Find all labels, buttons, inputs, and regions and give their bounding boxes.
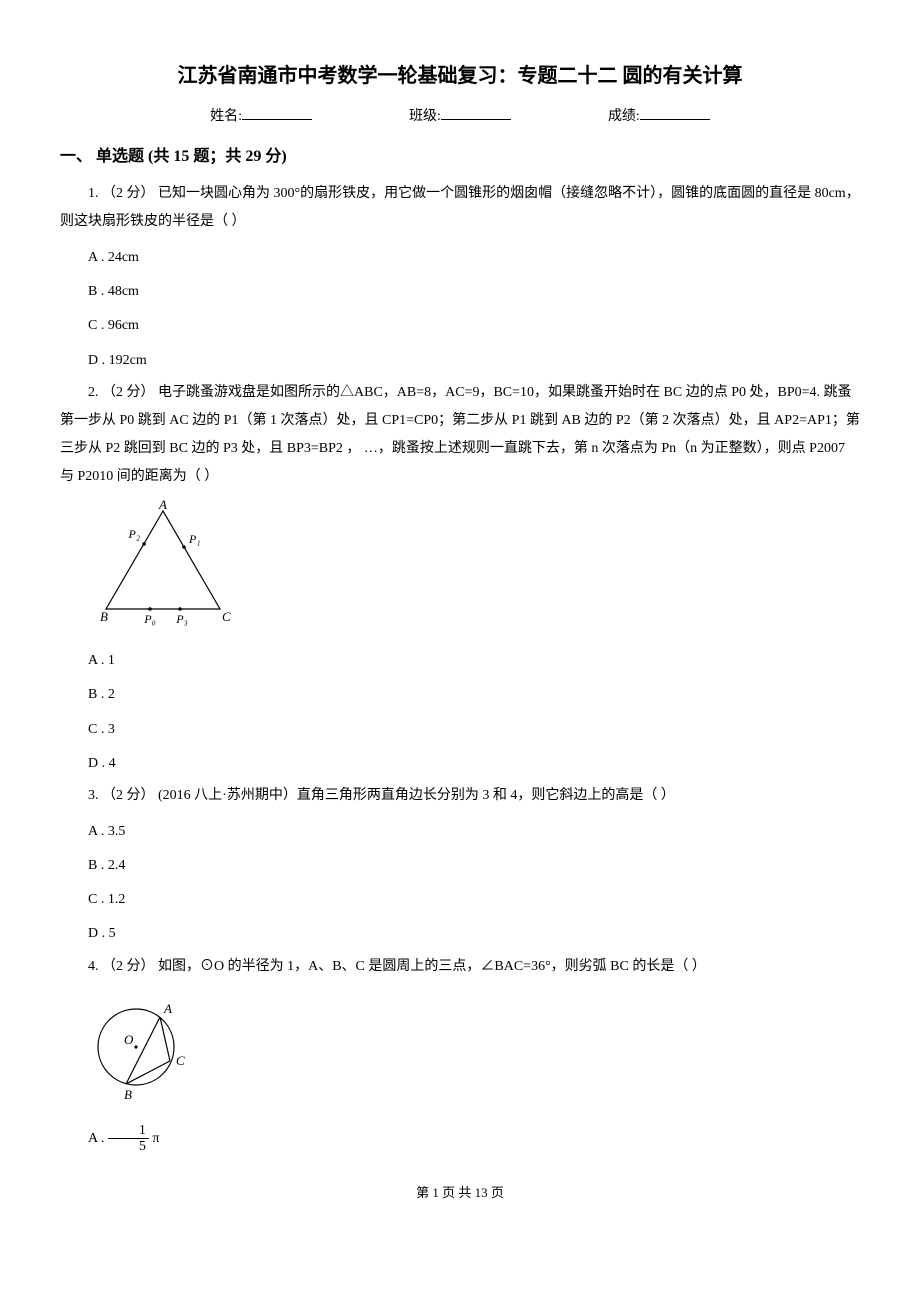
q2-stem: 2. （2 分） 电子跳蚤游戏盘是如图所示的△ABC，AB=8，AC=9，BC=… (60, 379, 860, 491)
fig-label-c: C (222, 609, 231, 624)
page-title: 江苏省南通市中考数学一轮基础复习：专题二十二 圆的有关计算 (60, 60, 860, 92)
name-blank (242, 106, 312, 120)
q3-option-b: B . 2.4 (60, 850, 860, 882)
q1-option-b: B . 48cm (60, 276, 860, 308)
class-label: 班级: (409, 109, 441, 124)
q1-option-a: A . 24cm (60, 242, 860, 274)
fig-label-p2: P₂ (127, 527, 140, 541)
circle-diagram-icon: A O C B (88, 989, 198, 1107)
q4-option-a: A . 1 5 π (60, 1123, 860, 1155)
fig-label-p1: P₁ (188, 532, 201, 546)
q3-option-d: D . 5 (60, 918, 860, 950)
name-label: 姓名: (210, 109, 242, 124)
q3-option-a: A . 3.5 (60, 816, 860, 848)
fig4-label-b: B (124, 1087, 132, 1102)
q4-a-prefix: A . (88, 1131, 108, 1146)
fraction-icon: 1 5 (108, 1123, 149, 1155)
q2-figure: A P₂ P₁ B P₀ P₃ C (88, 499, 860, 637)
q1-option-c: C . 96cm (60, 310, 860, 342)
fig-label-b: B (100, 609, 108, 624)
class-blank (441, 106, 511, 120)
q4-figure: A O C B (88, 989, 860, 1115)
q1-option-d: D . 192cm (60, 345, 860, 377)
q3-stem: 3. （2 分） (2016 八上·苏州期中）直角三角形两直角边长分别为 3 和… (60, 782, 860, 810)
q4-stem: 4. （2 分） 如图，⊙O 的半径为 1，A、B、C 是圆周上的三点，∠BAC… (60, 953, 860, 981)
fig-label-p3: P₃ (175, 612, 188, 626)
q4-a-suffix: π (152, 1131, 159, 1146)
triangle-diagram-icon: A P₂ P₁ B P₀ P₃ C (88, 499, 238, 629)
fig-label-p0: P₀ (143, 612, 156, 626)
q3-option-c: C . 1.2 (60, 884, 860, 916)
info-row: 姓名: 班级: 成绩: (60, 106, 860, 128)
fig-label-a: A (158, 499, 167, 512)
q2-option-a: A . 1 (60, 645, 860, 677)
q2-option-c: C . 3 (60, 714, 860, 746)
q4-a-num: 1 (108, 1123, 149, 1139)
score-blank (640, 106, 710, 120)
fig4-label-a: A (163, 1001, 172, 1016)
fig4-label-c: C (176, 1053, 185, 1068)
page-footer: 第 1 页 共 13 页 (60, 1183, 860, 1204)
score-label: 成绩: (608, 109, 640, 124)
q2-option-d: D . 4 (60, 748, 860, 780)
q1-stem: 1. （2 分） 已知一块圆心角为 300°的扇形铁皮，用它做一个圆锥形的烟囱帽… (60, 180, 860, 236)
section-heading: 一、 单选题 (共 15 题；共 29 分) (60, 144, 860, 170)
q4-a-den: 5 (108, 1139, 149, 1154)
q2-option-b: B . 2 (60, 679, 860, 711)
fig4-label-o: O (124, 1032, 134, 1047)
